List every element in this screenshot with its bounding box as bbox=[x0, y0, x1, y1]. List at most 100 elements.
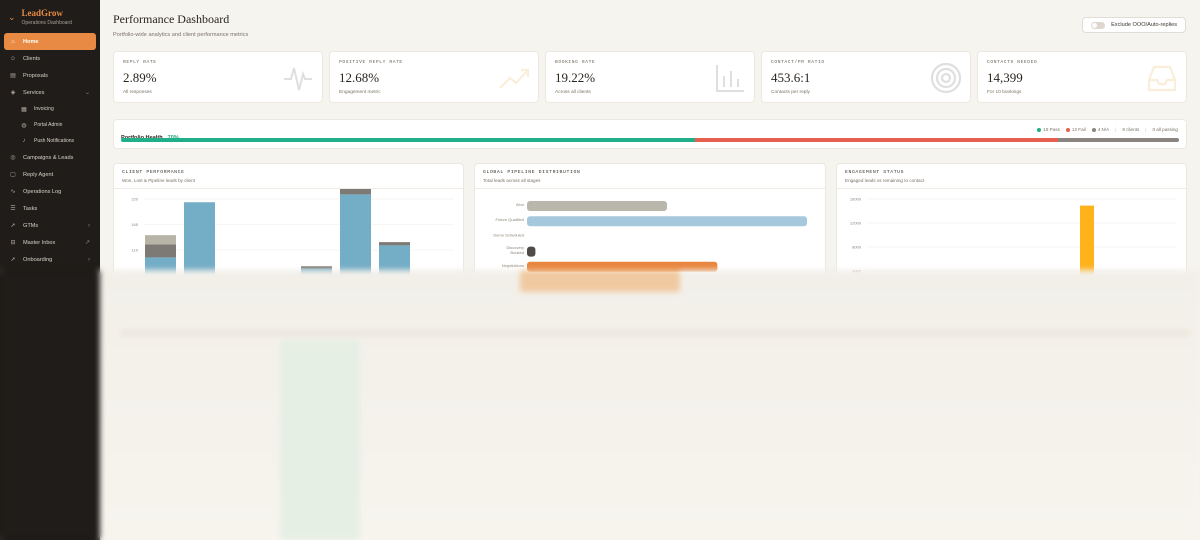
legend-pass-label: 19 Pass bbox=[1043, 127, 1060, 132]
portfolio-health-card: Portfolio Health70% 19 Pass 12 Fail 4 N/… bbox=[113, 119, 1187, 149]
chevron-down-icon: ⌄ bbox=[84, 90, 90, 96]
kpi-value: 12.68% bbox=[339, 70, 380, 85]
bar bbox=[527, 216, 807, 227]
y-tick-label: 220 bbox=[131, 197, 138, 202]
bar bbox=[379, 242, 410, 246]
target-icon bbox=[930, 62, 962, 94]
sidebar-item-reply-agent[interactable]: ▢ Reply Agent bbox=[4, 166, 96, 183]
client-performance-panel: CLIENT PERFORMANCE Won, Lost & Pipeline … bbox=[113, 163, 464, 283]
rocket-icon: ➚ bbox=[10, 223, 16, 229]
kpi-label: CONTACTS NEEDED bbox=[987, 60, 1038, 65]
sidebar-item-label: Portal Admin bbox=[34, 122, 63, 128]
sidebar-item-label: Clients bbox=[23, 55, 41, 62]
main-content: Performance Dashboard Portfolio-wide ana… bbox=[100, 0, 1200, 540]
sidebar-item-label: Home bbox=[23, 38, 39, 45]
document-icon: ▤ bbox=[10, 73, 16, 79]
kpi-label: REPLY RATE bbox=[123, 60, 157, 65]
y-tick-label: 16000 bbox=[850, 197, 862, 202]
pipeline-distribution-chart: Won Future Qualified Demo Scheduled Discove… bbox=[493, 201, 807, 272]
sidebar-item-label: Reply Agent bbox=[23, 171, 54, 178]
legend-pass: 19 Pass bbox=[1037, 127, 1060, 132]
obscured-region bbox=[0, 270, 1200, 540]
brand-logo-icon: ⌄ bbox=[8, 12, 16, 22]
panel-subtitle: Total leads across all stages bbox=[483, 178, 541, 183]
bar bbox=[527, 261, 718, 272]
category-label: Future Qualified bbox=[496, 217, 524, 222]
sidebar-item-invoicing[interactable]: ▦ Invoicing bbox=[4, 101, 96, 117]
category-label: Demo Scheduled bbox=[493, 232, 524, 237]
users-icon: ☺ bbox=[9, 55, 17, 62]
kpi-subtext: All responses bbox=[123, 90, 152, 95]
kpi-label: CONTACT/PR RATIO bbox=[771, 60, 825, 65]
bar bbox=[340, 194, 371, 282]
sidebar-item-clients[interactable]: ☺ Clients bbox=[4, 50, 96, 67]
bell-icon: ♪ bbox=[22, 138, 26, 144]
page-header: Performance Dashboard Portfolio-wide ana… bbox=[113, 12, 248, 38]
category-label: Discovery bbox=[506, 245, 524, 250]
legend-separator: | bbox=[1115, 127, 1117, 132]
category-label: Negotiations bbox=[502, 263, 524, 268]
bar-chart-icon bbox=[716, 65, 744, 92]
sidebar-item-push-notifications[interactable]: ♪ Push Notifications bbox=[4, 133, 96, 149]
sidebar-item-proposals[interactable]: ▤ Proposals bbox=[4, 67, 96, 84]
panel-title: GLOBAL PIPELINE DISTRIBUTION bbox=[483, 170, 581, 175]
health-fail-segment bbox=[695, 138, 1059, 142]
sidebar-item-services[interactable]: ◈ Services ⌄ bbox=[4, 84, 96, 101]
bar bbox=[145, 244, 176, 258]
legend-fail-label: 12 Fail bbox=[1071, 127, 1086, 132]
brand-name: LeadGrow bbox=[21, 8, 63, 18]
kpi-label: BOOKING RATE bbox=[555, 60, 596, 65]
activity-icon: ∿ bbox=[10, 189, 16, 195]
home-icon: ⌂ bbox=[11, 38, 15, 45]
sidebar-item-campaigns[interactable]: ◎ Campaigns & Leads bbox=[4, 149, 96, 166]
external-link-icon: ↗ bbox=[84, 240, 90, 246]
sidebar-item-master-inbox[interactable]: ⊟ Master Inbox ↗ bbox=[4, 234, 96, 251]
legend-fail: 12 Fail bbox=[1065, 127, 1086, 132]
sidebar-item-portal-admin[interactable]: ◍ Portal Admin bbox=[4, 117, 96, 133]
kpi-card-contact-pr-ratio: CONTACT/PR RATIO 453.6:1 Contacts per re… bbox=[761, 51, 971, 103]
sidebar-item-label: Invoicing bbox=[34, 106, 54, 112]
y-tick-label: 12000 bbox=[850, 221, 862, 226]
engagement-status-panel: ENGAGEMENT STATUS Engaged leads vs remai… bbox=[836, 163, 1187, 283]
sidebar-item-label: Campaigns & Leads bbox=[23, 154, 74, 161]
brand[interactable]: ⌄ LeadGrow Operations Dashboard bbox=[0, 0, 100, 33]
kpi-value: 19.22% bbox=[555, 70, 596, 85]
legend-na: 4 N/A bbox=[1091, 127, 1110, 132]
health-pass-segment bbox=[121, 138, 696, 142]
sidebar-item-operations-log[interactable]: ∿ Operations Log bbox=[4, 183, 96, 200]
sidebar-item-home[interactable]: ⌂ Home bbox=[4, 33, 96, 50]
sidebar-item-label: Tasks bbox=[23, 205, 38, 212]
sidebar-nav: ⌂ Home ☺ Clients ▤ Proposals ◈ Services ⌄ ▦ In… bbox=[0, 33, 100, 268]
kpi-label: POSITIVE REPLY RATE bbox=[339, 60, 403, 65]
checklist-icon: ☰ bbox=[10, 206, 16, 212]
health-legend: 19 Pass 12 Fail 4 N/A | 9 clients | 0 al… bbox=[1037, 127, 1178, 132]
kpi-value: 14,399 bbox=[987, 70, 1023, 85]
panel-title: CLIENT PERFORMANCE bbox=[122, 170, 185, 175]
sidebar-item-gtms[interactable]: ➚ GTMs › bbox=[4, 217, 96, 234]
kpi-card-contacts-needed: CONTACTS NEEDED 14,399 For 10 bookings bbox=[977, 51, 1187, 103]
legend-na-label: 4 N/A bbox=[1097, 127, 1110, 132]
sidebar-item-label: Master Inbox bbox=[23, 239, 56, 246]
kpi-value: 2.89% bbox=[123, 70, 157, 85]
toggle-switch[interactable] bbox=[1091, 21, 1106, 29]
bar bbox=[527, 201, 667, 211]
globe-icon: ◍ bbox=[21, 122, 27, 129]
panel-title: ENGAGEMENT STATUS bbox=[845, 170, 905, 175]
kpi-card-reply-rate: REPLY RATE 2.89% All responses bbox=[113, 51, 323, 103]
exclude-ooo-toggle[interactable]: Exclude OOO/Auto-replies bbox=[1082, 17, 1186, 33]
sidebar-item-label: Services bbox=[23, 89, 45, 96]
pipeline-distribution-panel: GLOBAL PIPELINE DISTRIBUTION Total leads… bbox=[474, 163, 826, 283]
sidebar-item-label: GTMs bbox=[23, 222, 39, 229]
health-progress-bar bbox=[121, 138, 1179, 142]
target-icon: ◎ bbox=[10, 155, 16, 161]
chevron-right-icon: › bbox=[88, 222, 90, 229]
engagement-status-chart: 160001200080004000 bbox=[850, 197, 1177, 282]
sidebar-item-onboarding[interactable]: ➚ Onboarding › bbox=[4, 251, 96, 268]
legend-separator: | bbox=[1145, 127, 1147, 132]
sidebar-item-tasks[interactable]: ☰ Tasks bbox=[4, 200, 96, 217]
sidebar-item-label: Proposals bbox=[23, 72, 48, 79]
rocket-icon: ➚ bbox=[10, 257, 16, 263]
kpi-card-booking-rate: BOOKING RATE 19.22% Across all clients bbox=[545, 51, 755, 103]
layers-icon: ◈ bbox=[10, 90, 16, 96]
y-tick-label: 165 bbox=[131, 222, 138, 227]
